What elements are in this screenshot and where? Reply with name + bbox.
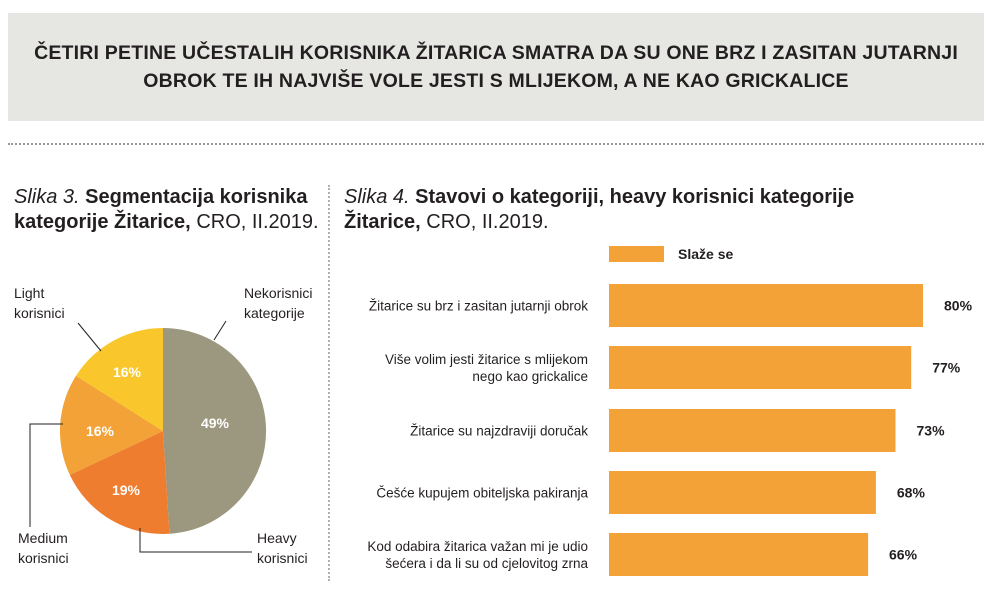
bar-4 <box>609 471 876 514</box>
bar-2 <box>609 346 912 389</box>
figure-4-suffix: CRO, II.2019. <box>426 211 549 233</box>
pie-leader-nekorisnici <box>213 320 227 341</box>
pie-slice-medium <box>59 375 163 475</box>
pie-label-nekorisnici: Nekorisnici kategorije <box>244 285 313 321</box>
figure-3-prefix: Slika 3. <box>14 186 80 208</box>
bar-value-3: 73% <box>917 423 946 439</box>
header-banner: ČETIRI PETINE UČESTALIH KORISNIKA ŽITARI… <box>8 13 984 121</box>
bar-category-5: Kod odabira žitarica važan mi je udio šeć… <box>367 539 588 571</box>
pie-leader-heavy <box>139 528 252 553</box>
pie-label-medium: Medium korisnici <box>18 530 69 566</box>
bar-category-4: Češće kupujem obiteljska pakiranja <box>376 486 588 501</box>
pie-label-heavy: Heavy korisnici <box>257 530 308 566</box>
bar-value-1: 80% <box>944 298 973 314</box>
pie-pct-medium: 16% <box>86 423 115 439</box>
dotted-divider <box>8 143 984 145</box>
bar-value-2: 77% <box>932 360 961 376</box>
figure-4-prefix: Slika 4. <box>344 186 410 208</box>
figure-3-suffix: CRO, II.2019. <box>196 211 319 233</box>
bar-5 <box>609 533 869 576</box>
pie-pct-heavy: 19% <box>112 482 141 498</box>
figure-3-title-a: Segmentacija korisnika <box>85 186 308 208</box>
pie-leader-medium <box>29 423 63 527</box>
bar-category-3: Žitarice su najzdraviji doručak <box>410 424 588 439</box>
pie-pct-nekorisnici: 49% <box>201 415 230 431</box>
bar-3 <box>609 409 896 452</box>
bar-category-2: Više volim jesti žitarice s mlijekom nego… <box>385 352 588 384</box>
legend-swatch <box>609 246 664 262</box>
pie-label-light: Light korisnici <box>14 285 65 321</box>
bar-1 <box>609 284 923 327</box>
figure-3-caption: Slika 3. Segmentacija korisnika kategori… <box>14 185 319 235</box>
headline-line-2: OBROK TE IH NAJVIŠE VOLE JESTI S MLIJEKO… <box>143 70 849 92</box>
figure-3-title-b: kategorije Žitarice, <box>14 211 191 233</box>
pie-slice-nekorisnici <box>163 327 267 534</box>
legend-label: Slaže se <box>678 246 733 262</box>
bar-value-5: 66% <box>889 547 918 563</box>
figure-4-title-a: Stavovi o kategoriji, heavy korisnici ka… <box>415 186 855 208</box>
pie-leader-light <box>77 322 102 352</box>
pie-slice-light <box>76 328 163 431</box>
vertical-dotted-divider <box>328 185 330 581</box>
pie-slice-heavy <box>69 431 170 535</box>
segmentation-pie-chart: 49% 19% 16% 16% <box>29 320 267 553</box>
headline-line-1: ČETIRI PETINE UČESTALIH KORISNIKA ŽITARI… <box>34 42 958 64</box>
bar-category-1: Žitarice su brz i zasitan jutarnji obrok <box>369 299 588 314</box>
pie-pct-light: 16% <box>113 364 142 380</box>
figure-4-caption: Slika 4. Stavovi o kategoriji, heavy kor… <box>344 185 854 235</box>
bar-value-4: 68% <box>897 485 926 501</box>
figure-4-title-b: Žitarice, <box>344 211 421 233</box>
